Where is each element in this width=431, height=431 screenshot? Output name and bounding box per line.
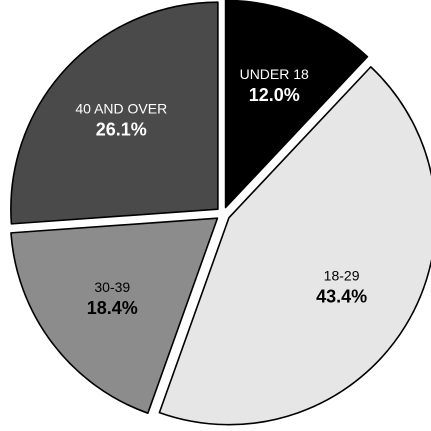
slice-value: 12.0%	[249, 85, 300, 105]
slice-label: 40 AND OVER	[75, 100, 167, 116]
slice-value: 26.1%	[96, 119, 147, 139]
pie-slice-2	[158, 66, 431, 426]
pie-labels: UNDER 18 12.0% 18-29 43.4% 30-39 18.4% 40 AND …	[75, 66, 367, 318]
slice-label: 18-29	[324, 268, 360, 284]
pie-slice-4	[10, 1, 219, 225]
slice-label: 30-39	[94, 279, 130, 295]
slice-value: 43.4%	[316, 287, 367, 307]
slice-value: 18.4%	[87, 298, 138, 318]
pie-slices	[10, 0, 431, 426]
pie-slice-1	[224, 0, 369, 209]
pie-slice-3	[10, 217, 219, 414]
slice-label: UNDER 18	[240, 66, 309, 82]
